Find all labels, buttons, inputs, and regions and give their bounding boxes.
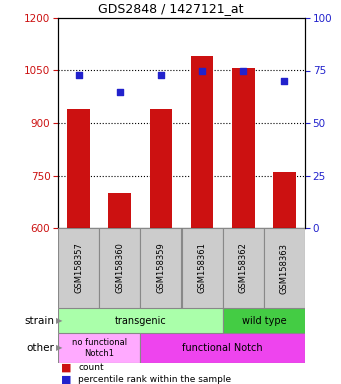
Text: wild type: wild type <box>241 316 286 326</box>
Text: no functional
Notch1: no functional Notch1 <box>72 338 127 358</box>
Bar <box>58 333 140 363</box>
Bar <box>264 228 305 308</box>
Bar <box>273 172 296 228</box>
Point <box>158 72 164 78</box>
Point <box>282 78 287 84</box>
Point <box>76 72 81 78</box>
Bar <box>140 228 181 308</box>
Text: percentile rank within the sample: percentile rank within the sample <box>78 376 232 384</box>
Text: transgenic: transgenic <box>115 316 166 326</box>
Bar <box>232 68 255 228</box>
Text: ■: ■ <box>61 375 72 384</box>
Bar <box>140 333 305 363</box>
Bar <box>58 228 99 308</box>
Point <box>199 68 205 74</box>
Bar <box>223 228 264 308</box>
Bar <box>191 56 213 228</box>
Bar <box>181 228 223 308</box>
Text: GSM158362: GSM158362 <box>239 243 248 293</box>
Point <box>240 68 246 74</box>
Text: ■: ■ <box>61 363 72 373</box>
Text: functional Notch: functional Notch <box>182 343 263 353</box>
Bar <box>150 109 172 228</box>
Text: ▶: ▶ <box>56 316 63 325</box>
Text: GSM158357: GSM158357 <box>74 243 83 293</box>
Text: GDS2848 / 1427121_at: GDS2848 / 1427121_at <box>98 2 243 15</box>
Text: strain: strain <box>25 316 55 326</box>
Text: other: other <box>27 343 55 353</box>
Text: GSM158361: GSM158361 <box>197 243 207 293</box>
Bar <box>108 193 131 228</box>
Bar <box>58 308 223 333</box>
Point <box>117 88 122 94</box>
Bar <box>223 308 305 333</box>
Bar <box>67 109 90 228</box>
Text: GSM158359: GSM158359 <box>157 243 165 293</box>
Text: GSM158360: GSM158360 <box>115 243 124 293</box>
Text: GSM158363: GSM158363 <box>280 243 289 293</box>
Bar <box>99 228 140 308</box>
Text: ▶: ▶ <box>56 344 63 353</box>
Text: count: count <box>78 364 104 372</box>
